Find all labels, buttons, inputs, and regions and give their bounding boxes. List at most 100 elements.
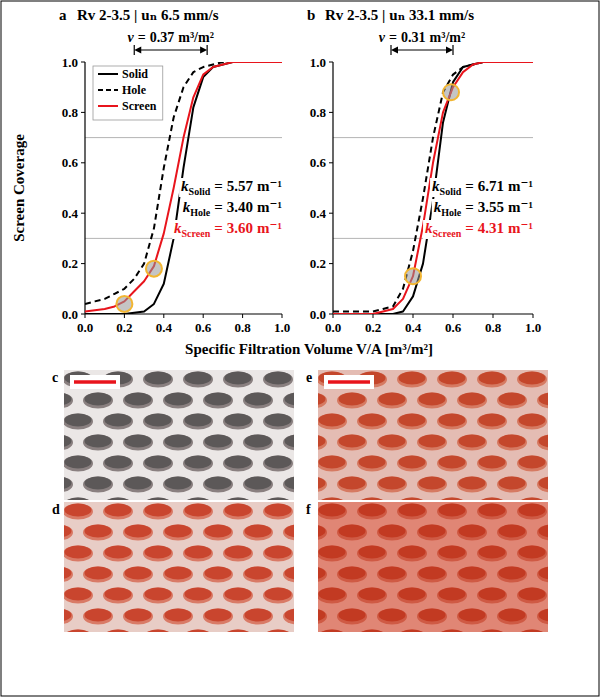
- k-subscript: Screen: [433, 228, 462, 239]
- hole-rim: [477, 546, 507, 562]
- v-end: [207, 45, 208, 55]
- k-relation: =: [465, 220, 474, 236]
- photo-background: [318, 370, 548, 500]
- hole-rim: [223, 630, 253, 633]
- hole: [185, 504, 212, 517]
- hole: [205, 477, 232, 490]
- hole-rim: [517, 414, 547, 430]
- hole-rim: [497, 567, 527, 583]
- hole-rim: [318, 630, 347, 633]
- hole-rim: [517, 504, 547, 520]
- hole-rim: [437, 456, 467, 472]
- scale-bar: [74, 380, 116, 384]
- hole: [225, 504, 252, 517]
- x-tick: [124, 314, 125, 318]
- hole-rim: [263, 414, 293, 430]
- y-tick: [81, 112, 85, 113]
- hole: [245, 525, 272, 538]
- k-unit: m⁻¹: [257, 199, 282, 215]
- hole-rim: [437, 498, 467, 501]
- arrow-head: [134, 47, 141, 54]
- x-tick-label: 1.0: [525, 320, 541, 335]
- hole-rim: [397, 456, 427, 472]
- hole-rim: [123, 435, 153, 451]
- hole: [519, 504, 546, 517]
- hole: [285, 609, 295, 622]
- y-tick-label: 0.0: [62, 307, 78, 322]
- x-tick: [282, 314, 283, 318]
- v-symbol: v: [128, 30, 135, 45]
- hole: [125, 477, 152, 490]
- hole: [285, 567, 295, 580]
- k-relation: =: [465, 199, 474, 215]
- hole: [359, 630, 386, 633]
- hole: [479, 630, 506, 633]
- v-label: v=0.37m³/m²: [128, 30, 214, 45]
- hole-rim: [417, 567, 447, 583]
- hole-rim: [457, 525, 487, 541]
- hole: [165, 609, 192, 622]
- hole-rim: [537, 525, 548, 541]
- y-tick: [81, 213, 85, 214]
- hole: [399, 498, 426, 501]
- hole: [319, 546, 346, 559]
- hole-rim: [437, 504, 467, 520]
- k-label: kScreen=4.31m⁻¹: [425, 220, 533, 239]
- x-tick: [373, 314, 374, 318]
- v-value: 0.37: [150, 30, 175, 45]
- k-unit: m⁻¹: [508, 178, 533, 194]
- y-tick-label: 0.4: [310, 206, 327, 221]
- hole-rim: [397, 414, 427, 430]
- k-unit: m⁻¹: [257, 178, 282, 194]
- k-subscript: Hole: [441, 207, 462, 218]
- hole-rim: [437, 588, 467, 604]
- hole-rim: [83, 477, 113, 493]
- hole-rim: [537, 477, 548, 493]
- y-tick: [81, 162, 85, 163]
- y-tick-label: 1.0: [62, 55, 78, 70]
- hole-rim: [183, 504, 213, 520]
- hole: [205, 609, 232, 622]
- x-tick: [85, 314, 86, 318]
- hole-rim: [377, 567, 407, 583]
- hole: [399, 456, 426, 469]
- hole: [319, 498, 346, 501]
- highlight-point: [405, 268, 421, 284]
- hole-rim: [143, 588, 173, 604]
- hole: [125, 435, 152, 448]
- legend-label: Screen: [122, 99, 157, 113]
- hole: [499, 567, 526, 580]
- hole: [165, 567, 192, 580]
- hole: [285, 435, 295, 448]
- hole: [225, 414, 252, 427]
- x-tick-label: 0.8: [234, 320, 251, 335]
- y-tick: [81, 314, 85, 315]
- hole-rim: [143, 630, 173, 633]
- legend-box: [93, 66, 163, 120]
- k-value: 3.40: [227, 199, 253, 215]
- hole: [399, 546, 426, 559]
- hole-rim: [163, 525, 193, 541]
- hole-rim: [64, 546, 93, 562]
- photo-background: [64, 370, 294, 500]
- hole: [185, 630, 212, 633]
- hole-rim: [64, 525, 73, 541]
- hole: [245, 477, 272, 490]
- hole-rim: [223, 546, 253, 562]
- x-tick: [242, 314, 243, 318]
- v-label: v=0.31m³/m²: [379, 30, 465, 45]
- hole: [519, 588, 546, 601]
- hole: [419, 393, 446, 406]
- hole: [165, 477, 192, 490]
- hole-rim: [537, 567, 548, 583]
- legend-swatch: [98, 73, 118, 75]
- hole-rim: [243, 567, 273, 583]
- hole-rim: [103, 546, 133, 562]
- hole-rim: [318, 498, 347, 501]
- hole-rim: [497, 525, 527, 541]
- hole-rim: [377, 477, 407, 493]
- hole-rim: [397, 630, 427, 633]
- hole: [65, 504, 92, 517]
- hole: [399, 588, 426, 601]
- hole-rim: [64, 498, 93, 501]
